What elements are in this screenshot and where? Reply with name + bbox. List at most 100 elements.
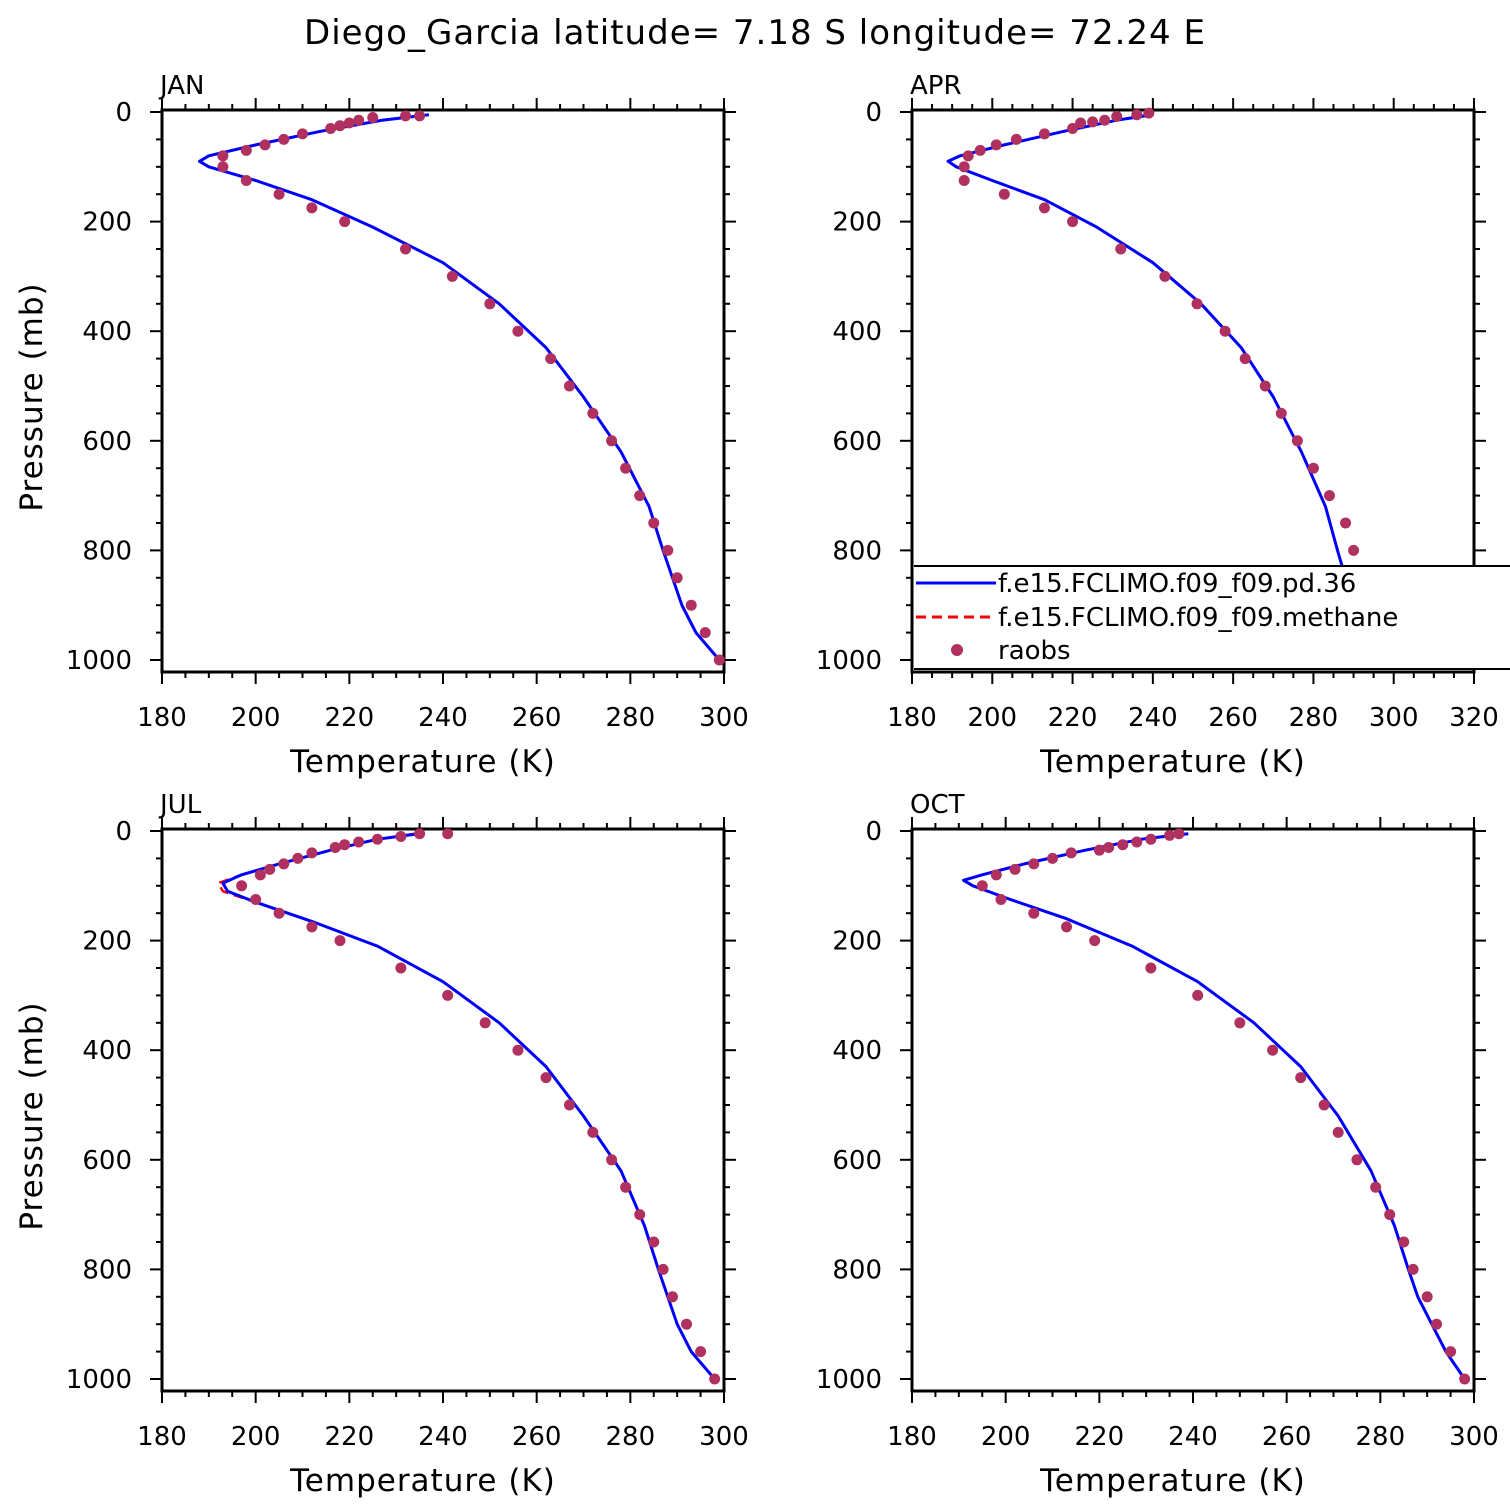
raobs-point xyxy=(990,869,1002,881)
legend-label: f.e15.FCLIMO.f09_f09.methane xyxy=(998,603,1398,633)
raobs-point xyxy=(958,175,970,186)
raobs-point xyxy=(395,830,407,842)
raobs-point xyxy=(1445,1346,1457,1358)
raobs-point xyxy=(339,216,351,228)
series-line-pd36 xyxy=(221,832,716,1380)
raobs-point xyxy=(563,380,575,392)
legend: f.e15.FCLIMO.f09_f09.pd.36 f.e15.FCLIMO.f… xyxy=(914,565,1510,670)
y-tick-label: 600 xyxy=(832,427,882,457)
raobs-point xyxy=(1067,216,1079,228)
raobs-point xyxy=(1431,1318,1443,1330)
raobs-point xyxy=(292,852,304,864)
raobs-point xyxy=(278,133,290,145)
raobs-point xyxy=(1117,839,1129,851)
x-tick-label: 260 xyxy=(512,703,562,733)
x-tick-label: 300 xyxy=(699,703,749,733)
raobs-point xyxy=(606,1154,618,1166)
x-tick-label: 280 xyxy=(1289,703,1339,733)
panel-label: JAN xyxy=(158,71,204,101)
raobs-point xyxy=(671,572,683,584)
raobs-point xyxy=(334,935,346,947)
raobs-point xyxy=(446,270,458,282)
raobs-point xyxy=(1421,1291,1433,1303)
x-tick-label: 260 xyxy=(1262,1422,1312,1452)
raobs-point xyxy=(1384,1209,1396,1221)
y-tick-label: 200 xyxy=(832,208,882,238)
raobs-point xyxy=(1219,325,1231,337)
x-tick-label: 300 xyxy=(1449,1422,1499,1452)
x-tick-label: 240 xyxy=(418,703,468,733)
raobs-point xyxy=(306,202,318,214)
x-tick-label: 200 xyxy=(981,1422,1031,1452)
raobs-point xyxy=(976,880,988,892)
raobs-point xyxy=(1061,921,1073,933)
raobs-point xyxy=(1038,202,1050,214)
y-tick-label: 400 xyxy=(82,1036,132,1066)
raobs-point xyxy=(240,175,252,186)
raobs-point xyxy=(1407,1263,1419,1275)
raobs-point xyxy=(1099,114,1111,126)
y-tick-label: 1000 xyxy=(66,1365,132,1395)
y-tick-label: 400 xyxy=(832,1036,882,1066)
raobs-point xyxy=(958,161,970,173)
raobs-point xyxy=(587,407,599,419)
raobs-point xyxy=(250,894,262,905)
x-tick-label: 320 xyxy=(1449,703,1499,733)
raobs-point xyxy=(1398,1236,1410,1248)
raobs-point xyxy=(699,627,711,639)
x-tick-label: 200 xyxy=(967,703,1017,733)
raobs-point xyxy=(217,150,229,162)
raobs-point xyxy=(709,1373,721,1385)
raobs-point xyxy=(264,863,276,875)
raobs-point xyxy=(1332,1126,1344,1138)
raobs-point xyxy=(1065,847,1077,859)
x-tick-label: 220 xyxy=(325,1422,375,1452)
raobs-point xyxy=(1291,435,1303,447)
raobs-point xyxy=(1067,122,1079,134)
raobs-point xyxy=(306,921,318,933)
raobs-point xyxy=(1103,841,1115,853)
legend-label: raobs xyxy=(998,636,1071,666)
y-tick-label: 0 xyxy=(865,98,882,128)
y-tick-label: 800 xyxy=(82,1255,132,1285)
x-tick-label: 260 xyxy=(1208,703,1258,733)
x-tick-label: 300 xyxy=(1369,703,1419,733)
x-tick-label: 280 xyxy=(606,1422,656,1452)
raobs-point xyxy=(353,836,365,848)
raobs-point xyxy=(587,1126,599,1138)
raobs-point xyxy=(306,847,318,859)
panels: 180 200 220 240 260 280 300 0 200 400 600 800 1000 JA… xyxy=(14,71,1499,1499)
raobs-point xyxy=(442,828,454,840)
raobs-point xyxy=(545,353,557,365)
raobs-point xyxy=(334,120,346,132)
y-tick-label: 800 xyxy=(832,1255,882,1285)
raobs-point xyxy=(1318,1099,1330,1111)
raobs-point xyxy=(217,161,229,173)
x-axis-label: Temperature (K) xyxy=(1039,744,1306,780)
x-axis-label: Temperature (K) xyxy=(289,744,556,780)
raobs-point xyxy=(1173,828,1185,840)
raobs-point xyxy=(1009,863,1021,875)
x-tick-label: 180 xyxy=(887,703,937,733)
raobs-point xyxy=(414,828,426,840)
x-tick-label: 300 xyxy=(699,1422,749,1452)
raobs-point xyxy=(662,544,674,556)
raobs-point xyxy=(442,989,454,1001)
raobs-point xyxy=(713,654,725,666)
raobs-point xyxy=(681,1318,693,1330)
series-line-pd36 xyxy=(198,113,721,661)
panel-oct: 180 200 220 240 260 280 300 0 200 400 600 800 1000 OC… xyxy=(816,790,1499,1499)
panel-label: APR xyxy=(910,71,962,101)
x-tick-label: 240 xyxy=(418,1422,468,1452)
raobs-point xyxy=(371,833,383,845)
x-tick-label: 220 xyxy=(1048,703,1098,733)
raobs-point xyxy=(484,298,496,310)
raobs-point xyxy=(1370,1181,1382,1193)
plot-frame xyxy=(910,827,1476,1393)
y-tick-label: 0 xyxy=(865,817,882,847)
raobs-point xyxy=(1145,833,1157,845)
raobs-point xyxy=(339,839,351,851)
raobs-point xyxy=(998,188,1010,200)
raobs-point xyxy=(620,462,632,474)
